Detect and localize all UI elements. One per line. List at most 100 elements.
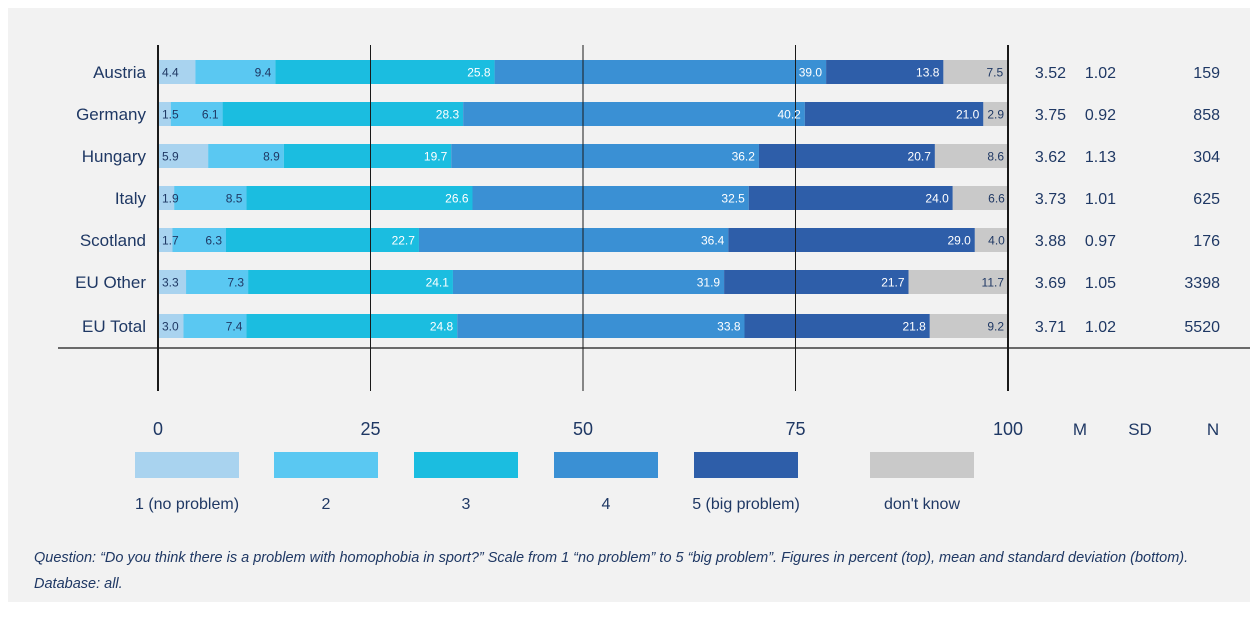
bar-value-label: 24.1 <box>426 276 450 290</box>
bar-segment <box>226 228 419 252</box>
bar-value-label: 3.0 <box>162 320 179 334</box>
legend-swatch <box>414 452 518 478</box>
bar-segment <box>158 270 187 294</box>
bars-layer <box>158 60 1009 338</box>
stat-value-sd: 1.01 <box>1085 191 1116 208</box>
bar-segment <box>170 102 223 126</box>
bar-value-label: 32.5 <box>721 192 745 206</box>
bar-value-label: 21.8 <box>902 320 926 334</box>
bar-segment <box>826 60 944 84</box>
legend-label: 1 (no problem) <box>135 496 239 513</box>
category-label: Austria <box>93 63 146 82</box>
chart-panel: 4.4 9.4 25.8 39.0 13.8 7.5 Austria 3.52 1.02 159 1… <box>8 8 1250 602</box>
stat-value-n: 304 <box>1193 149 1220 166</box>
bar-segment <box>183 314 247 338</box>
bar-segment <box>158 186 175 210</box>
category-label: EU Other <box>75 273 146 292</box>
bar-value-label: 26.6 <box>445 192 469 206</box>
bar-value-label: 1.7 <box>162 234 179 248</box>
bar-segment <box>283 144 452 168</box>
bar-segment <box>222 102 464 126</box>
bar-segment <box>929 314 1008 338</box>
x-tick-label: 75 <box>785 419 805 439</box>
stat-value-n: 176 <box>1193 233 1220 250</box>
stat-value-n: 159 <box>1193 65 1220 82</box>
stacked-bar-chart: 4.4 9.4 25.8 39.0 13.8 7.5 Austria 3.52 1.02 159 1… <box>58 45 1250 513</box>
bar-value-label: 31.9 <box>697 276 721 290</box>
bar-value-label: 36.2 <box>732 150 756 164</box>
bar-segment <box>804 102 984 126</box>
category-label: Italy <box>115 189 147 208</box>
bar-value-label: 39.0 <box>799 66 823 80</box>
bar-segment <box>195 60 276 84</box>
bar-value-label: 13.8 <box>916 66 940 80</box>
bar-value-label: 4.0 <box>988 234 1005 248</box>
stat-value-sd: 1.13 <box>1085 149 1116 166</box>
stat-value-m: 3.69 <box>1035 275 1066 292</box>
bar-value-label: 36.4 <box>701 234 725 248</box>
bar-segment <box>463 102 805 126</box>
legend-swatch <box>694 452 798 478</box>
bar-value-label: 22.7 <box>392 234 416 248</box>
x-tick-label: 100 <box>993 419 1023 439</box>
bar-value-label: 24.0 <box>925 192 949 206</box>
bar-segment <box>728 228 975 252</box>
category-label: Scotland <box>80 231 146 250</box>
stat-value-sd: 1.02 <box>1085 65 1116 82</box>
bar-value-label: 6.6 <box>988 192 1005 206</box>
bar-segment <box>248 270 453 294</box>
bar-segment <box>451 144 759 168</box>
legend-swatch <box>274 452 378 478</box>
stat-value-n: 5520 <box>1184 319 1220 336</box>
labels-layer: 4.4 9.4 25.8 39.0 13.8 7.5 Austria 3.52 1.02 159 1… <box>75 63 1220 439</box>
chart-footnote: Question: “Do you think there is a probl… <box>34 550 1189 592</box>
stat-value-sd: 1.02 <box>1085 319 1116 336</box>
stat-value-m: 3.73 <box>1035 191 1066 208</box>
bar-segment <box>172 228 226 252</box>
stat-value-m: 3.71 <box>1035 319 1066 336</box>
bar-segment <box>983 102 1008 126</box>
bar-segment <box>974 228 1009 252</box>
legend-swatch <box>870 452 974 478</box>
bar-value-label: 6.3 <box>205 234 222 248</box>
bar-segment <box>158 144 209 168</box>
bar-segment <box>158 102 171 126</box>
category-label: Hungary <box>82 147 147 166</box>
stat-value-n: 3398 <box>1184 275 1220 292</box>
stat-value-m: 3.62 <box>1035 149 1066 166</box>
legend-swatch <box>135 452 239 478</box>
gridlines-layer <box>58 45 1250 391</box>
bar-segment <box>457 314 745 338</box>
bar-segment <box>158 228 173 252</box>
bar-segment <box>275 60 495 84</box>
bar-value-label: 40.2 <box>777 108 801 122</box>
bar-value-label: 4.4 <box>162 66 179 80</box>
bar-segment <box>158 60 196 84</box>
bar-value-label: 8.5 <box>226 192 243 206</box>
stat-value-sd: 0.97 <box>1085 233 1116 250</box>
stat-value-m: 3.52 <box>1035 65 1066 82</box>
stat-column-header: SD <box>1128 420 1152 439</box>
bar-value-label: 9.2 <box>987 320 1004 334</box>
bar-value-label: 1.9 <box>162 192 179 206</box>
legend-label: 2 <box>322 496 331 513</box>
stat-value-sd: 0.92 <box>1085 107 1116 124</box>
bar-segment <box>472 186 749 210</box>
bar-value-label: 7.5 <box>986 66 1003 80</box>
bar-value-label: 11.7 <box>982 276 1005 290</box>
bar-value-label: 8.9 <box>263 150 280 164</box>
bar-value-label: 8.6 <box>987 150 1004 164</box>
bar-segment <box>452 270 725 294</box>
stat-value-m: 3.75 <box>1035 107 1066 124</box>
bar-segment <box>943 60 1008 84</box>
stat-value-sd: 1.05 <box>1085 275 1116 292</box>
bar-value-label: 1.5 <box>162 108 179 122</box>
stat-value-m: 3.88 <box>1035 233 1066 250</box>
bar-value-label: 3.3 <box>162 276 179 290</box>
bar-value-label: 24.8 <box>430 320 454 334</box>
bar-segment <box>748 186 953 210</box>
bar-value-label: 21.0 <box>956 108 980 122</box>
stat-value-n: 625 <box>1193 191 1220 208</box>
bar-value-label: 33.8 <box>717 320 741 334</box>
bar-value-label: 20.7 <box>908 150 932 164</box>
